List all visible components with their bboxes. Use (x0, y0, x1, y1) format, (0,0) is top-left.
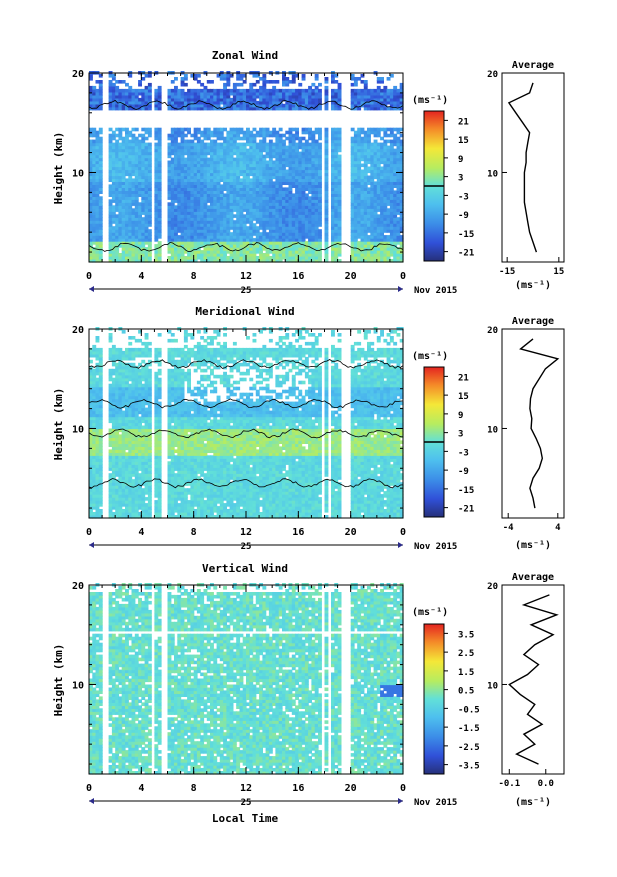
heatmap-cell (295, 128, 299, 132)
average-x-tick-label: 15 (553, 267, 564, 277)
x-tick-label: 20 (345, 271, 357, 282)
average-y-tick-label: 10 (487, 169, 498, 179)
colorbar-unit: (ms⁻¹) (412, 95, 448, 106)
heatmap-cell (315, 74, 319, 78)
x-tick-label: 0 (400, 271, 406, 282)
heatmap-cell (318, 89, 322, 93)
heatmap-cell (390, 74, 394, 78)
heatmap-cell (174, 77, 178, 81)
heatmap-cell (96, 336, 100, 340)
heatmap-cell (99, 348, 103, 352)
zonal-wind-panel: Zonal Wind 0 4 8 12 16 20 0 20 10 Height (km) 2… (52, 49, 564, 296)
heatmap-cell (89, 360, 93, 364)
heatmap-cell (325, 77, 329, 81)
heatmap-cell (318, 229, 322, 233)
date-label: Nov 2015 (414, 286, 457, 296)
heatmap-cell (197, 74, 201, 78)
colorbar-tick-label: 3 (458, 174, 463, 184)
y-tick-label: 10 (72, 168, 84, 179)
x-tick-label: 16 (292, 271, 304, 282)
heatmap-cell (158, 241, 162, 245)
average-x-tick-label: -15 (499, 267, 515, 277)
heatmap-cell (184, 83, 188, 87)
heatmap-cell (338, 155, 342, 159)
heatmap-cell (148, 83, 152, 87)
heatmap-cell (298, 83, 302, 87)
x-tick-label: 4 (138, 271, 144, 282)
heatmap-cell (148, 143, 152, 147)
x-tick-label: 8 (191, 271, 197, 282)
average-axis-ticks: -15 15 20 10 (487, 70, 564, 277)
heatmap (89, 71, 404, 263)
average-profile-line (509, 83, 537, 252)
heatmap-cell (318, 83, 322, 87)
average-line (509, 83, 537, 252)
heatmap-cell (338, 128, 342, 132)
day-axis: 25 (89, 286, 403, 296)
y-axis-label: Height (km) (52, 132, 65, 205)
heatmap-cell (302, 74, 306, 78)
heatmap-cell (325, 86, 329, 90)
heatmap-cell (148, 229, 152, 233)
heatmap-cell (135, 128, 139, 132)
heatmap-cell (99, 80, 103, 84)
average-unit: (ms⁻¹) (515, 280, 551, 291)
heatmap-cell (325, 128, 329, 132)
heatmap-cell (99, 509, 103, 513)
heatmap-cell (338, 83, 342, 87)
heatmap-cell (275, 80, 279, 84)
heatmap-cell (187, 128, 191, 132)
colorbar-tick-label: 9 (458, 155, 463, 165)
colorbar-tick-label: 21 (458, 117, 469, 127)
colorbar-tick-label: -3 (458, 192, 469, 202)
heatmap-cell (318, 143, 322, 147)
x-tick-label: 12 (240, 271, 252, 282)
panel-title: Zonal Wind (212, 49, 278, 62)
heatmap-cell (158, 86, 162, 90)
heatmap-cell (279, 128, 283, 132)
colorbar-tick-label: -9 (458, 211, 469, 221)
colorbar-ticks: 21 15 9 3 -3 -9 -15 -21 (444, 117, 474, 258)
heatmap (89, 327, 404, 519)
heatmap-cell (364, 80, 368, 84)
heatmap-cell (109, 333, 113, 337)
heatmap-cell (99, 196, 103, 200)
heatmap-cell (158, 128, 162, 132)
heatmap-cell (99, 128, 103, 132)
average-y-tick-label: 20 (487, 70, 498, 80)
heatmap-cell (262, 74, 266, 78)
y-tick-label: 20 (72, 69, 84, 80)
heatmap-cell (148, 128, 152, 132)
panel-title: Meridional Wind (195, 305, 294, 318)
heatmap-cell (210, 80, 214, 84)
average-title: Average (512, 60, 554, 71)
colorbar-tick-label: 15 (458, 136, 469, 146)
heatmap-cell (380, 77, 384, 81)
heatmap-cell (318, 128, 322, 132)
colorbar-tick-label: -15 (458, 230, 474, 240)
colorbar-tick-label: -21 (458, 249, 474, 259)
heatmap-cell (243, 80, 247, 84)
heatmap-cell (184, 74, 188, 78)
x-tick-label: 0 (86, 271, 92, 282)
day-label: 25 (241, 286, 252, 296)
heatmap-cell (99, 137, 103, 141)
